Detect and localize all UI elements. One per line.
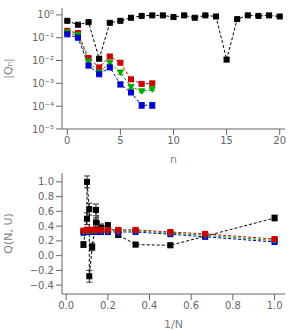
svg-text:20: 20 <box>273 135 286 146</box>
svg-text:10⁻²: 10⁻² <box>32 55 54 66</box>
svg-text:10⁰: 10⁰ <box>37 9 54 20</box>
svg-text:5: 5 <box>117 135 123 146</box>
svg-text:0: 0 <box>64 135 70 146</box>
svg-text:10⁻³: 10⁻³ <box>32 78 54 89</box>
svg-text:1.0: 1.0 <box>267 300 283 311</box>
svg-text:1/N: 1/N <box>164 318 183 330</box>
svg-text:−0.4: −0.4 <box>30 280 54 291</box>
svg-text:0.2: 0.2 <box>100 300 116 311</box>
svg-text:0.8: 0.8 <box>38 191 54 202</box>
svg-text:0.6: 0.6 <box>183 300 199 311</box>
svg-text:10⁻⁴: 10⁻⁴ <box>32 101 54 112</box>
svg-text:n: n <box>170 153 177 165</box>
svg-text:10: 10 <box>167 135 180 146</box>
svg-text:15: 15 <box>220 135 233 146</box>
svg-text:0.4: 0.4 <box>38 221 54 232</box>
svg-text:0.8: 0.8 <box>225 300 241 311</box>
svg-text:−0.2: −0.2 <box>30 265 54 276</box>
svg-text:0.0: 0.0 <box>38 250 54 261</box>
svg-text:0.2: 0.2 <box>38 235 54 246</box>
svg-text:10⁻⁵: 10⁻⁵ <box>32 124 54 135</box>
svg-text:0.0: 0.0 <box>58 300 74 311</box>
svg-text:0.4: 0.4 <box>142 300 158 311</box>
svg-text:0.6: 0.6 <box>38 206 54 217</box>
svg-text:1.0: 1.0 <box>38 176 54 187</box>
svg-text:|Qₙ|: |Qₙ| <box>8 58 15 78</box>
svg-text:Q(N, U): Q(N, U) <box>8 213 15 254</box>
svg-text:10⁻¹: 10⁻¹ <box>32 32 54 43</box>
